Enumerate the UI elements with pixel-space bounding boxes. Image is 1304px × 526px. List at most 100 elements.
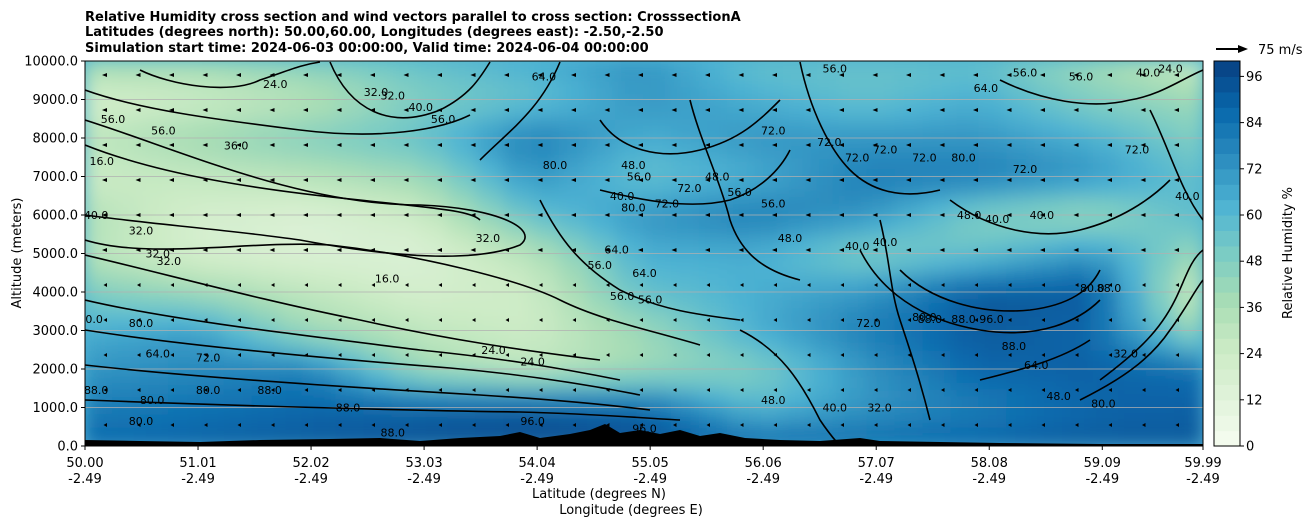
wind-vector: [370, 108, 375, 112]
humidity-cell: [111, 387, 142, 409]
humidity-cell: [559, 61, 590, 82]
humidity-cell: [419, 271, 450, 293]
colorbar-level: [1214, 153, 1240, 170]
humidity-cell: [475, 175, 506, 197]
wind-vector: [673, 318, 677, 322]
humidity-cell: [111, 406, 142, 428]
humidity-cell: [195, 406, 226, 428]
wind-vector: [906, 143, 911, 147]
wind-vector: [271, 423, 275, 427]
humidity-cell: [922, 79, 953, 101]
humidity-cell: [1006, 310, 1037, 332]
humidity-cell: [754, 194, 785, 216]
humidity-cell: [1062, 214, 1093, 236]
humidity-cell: [1034, 368, 1065, 390]
humidity-cell: [279, 252, 310, 274]
wind-vector: [137, 423, 141, 427]
wind-vector: [470, 213, 476, 217]
wind-vector: [974, 388, 978, 392]
humidity-cell: [1118, 368, 1149, 390]
humidity-cell: [978, 406, 1009, 428]
humidity-cell: [307, 61, 338, 82]
humidity-cell: [1118, 271, 1149, 293]
wind-vector: [403, 248, 409, 252]
humidity-cell: [587, 79, 618, 101]
contour-label: 48.0: [761, 394, 786, 407]
wind-vector: [470, 73, 476, 77]
humidity-cell: [894, 291, 925, 313]
humidity-cell: [279, 194, 310, 216]
contour-label: 48.0: [705, 171, 730, 184]
humidity-cell: [391, 61, 422, 82]
humidity-cell: [363, 214, 394, 236]
x-tick-latitude: 59.09: [1084, 456, 1121, 471]
wind-vector: [572, 353, 576, 357]
wind-vector: [472, 283, 476, 287]
humidity-cell: [223, 175, 254, 197]
wind-vector: [202, 248, 208, 252]
wind-vector: [1174, 178, 1179, 182]
humidity-cell: [1034, 175, 1065, 197]
wind-vector: [204, 318, 208, 322]
humidity-cell: [85, 310, 114, 332]
humidity-cell: [978, 348, 1009, 370]
humidity-cell: [1006, 368, 1037, 390]
contour-line: [329, 61, 491, 119]
contour-labels: 56.056.016.040.032.032.032.080.0 80.064.0…: [78, 63, 1200, 440]
humidity-cell: [279, 117, 310, 139]
contour-label: 88.0: [84, 384, 109, 397]
humidity-cell: [223, 252, 254, 274]
quiver-key-label: 75 m/s: [1258, 43, 1303, 58]
contour-label: 80.0: [78, 313, 103, 326]
humidity-cell: [559, 291, 590, 313]
humidity-cell: [670, 387, 701, 409]
humidity-cell: [335, 329, 366, 351]
humidity-cell: [670, 252, 701, 274]
humidity-cell: [1034, 387, 1065, 409]
humidity-cell: [1034, 406, 1065, 428]
wind-vector: [403, 108, 409, 112]
wind-vector: [472, 353, 476, 357]
humidity-cell: [615, 387, 645, 409]
humidity-cell: [922, 233, 953, 255]
humidity-cell: [391, 291, 422, 313]
humidity-cell: [363, 175, 394, 197]
humidity-cell: [950, 137, 981, 159]
humidity-cell: [139, 61, 170, 82]
humidity-cell: [447, 61, 478, 82]
wind-vector: [370, 248, 375, 252]
humidity-cell: [754, 252, 785, 274]
humidity-cell: [670, 61, 701, 82]
humidity-cell: [503, 156, 534, 178]
humidity-cell: [307, 348, 338, 370]
humidity-cell: [223, 406, 254, 428]
wind-vector: [772, 213, 777, 217]
humidity-cell: [726, 137, 757, 159]
humidity-cell: [1174, 387, 1203, 409]
humidity-cell: [475, 98, 506, 120]
wind-vector: [236, 73, 241, 77]
humidity-cell: [559, 79, 590, 101]
wind-vector: [1073, 73, 1079, 77]
contour-label: 48.0: [621, 159, 646, 172]
humidity-cell: [195, 271, 226, 293]
wind-vector: [338, 423, 342, 427]
humidity-cell: [195, 368, 226, 390]
wind-vector: [135, 248, 141, 252]
wind-vector: [103, 283, 107, 287]
wind-vector: [773, 318, 777, 322]
humidity-cell: [139, 252, 170, 274]
wind-vector: [1175, 283, 1179, 287]
humidity-cell: [335, 368, 366, 390]
wind-vector: [303, 108, 308, 112]
wind-vector: [939, 213, 945, 217]
wind-vector: [671, 248, 677, 252]
wind-vector: [773, 353, 777, 357]
humidity-cell: [587, 271, 618, 293]
wind-vector: [1140, 73, 1146, 77]
wind-vector: [1075, 353, 1079, 357]
wind-vector: [202, 73, 208, 77]
wind-vector: [939, 248, 945, 252]
contour-line: [85, 364, 651, 411]
humidity-cell: [85, 252, 114, 274]
